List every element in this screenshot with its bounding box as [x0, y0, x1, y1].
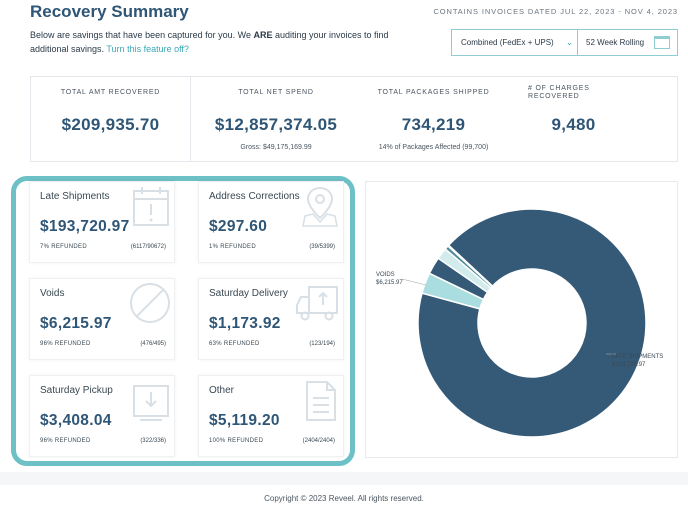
recovery-cards-highlight [11, 176, 355, 466]
stat-total-amt-recovered: TOTAL AMT RECOVERED $209,935.70 [31, 77, 191, 161]
carrier-select[interactable]: Combined (FedEx + UPS) ⌄ [452, 30, 578, 55]
intro-text-pre: Below are savings that have been capture… [30, 30, 254, 40]
stat-charges-recovered: # OF CHARGES RECOVERED 9,480 [506, 77, 677, 161]
page-title: Recovery Summary [30, 2, 189, 21]
card-name: Late Shipments [40, 191, 110, 202]
card-refund-count: (322/336) [140, 438, 166, 444]
card-amount: $3,408.04 [40, 412, 112, 429]
card-saturday-pickup[interactable]: Saturday Pickup $3,408.04 96% REFUNDED (… [29, 375, 175, 457]
card-amount: $297.60 [209, 218, 268, 235]
intro-text-bold: ARE [253, 30, 273, 40]
card-address-corrections[interactable]: Address Corrections $297.60 1% REFUNDED … [198, 181, 344, 263]
turn-off-feature-link[interactable]: Turn this feature off? [106, 44, 189, 54]
calendar-icon [654, 36, 671, 49]
stat-label: TOTAL AMT RECOVERED [60, 89, 161, 96]
card-refund-count: (123/194) [309, 341, 335, 347]
card-name: Saturday Delivery [209, 288, 288, 299]
chart-label-voids-name: VOIDS [376, 272, 395, 278]
stat-value: $209,935.70 [61, 115, 160, 134]
period-select-value: 52 Week Rolling [586, 38, 645, 47]
filter-bar: Combined (FedEx + UPS) ⌄ 52 Week Rolling [451, 29, 678, 56]
void-circle-icon [130, 283, 170, 323]
delivery-truck-icon [296, 286, 338, 321]
stat-subtext: Gross: $49,175,169.99 [240, 144, 312, 151]
card-late-shipments[interactable]: Late Shipments $193,720.97 7% REFUNDED (… [29, 181, 175, 263]
document-icon [306, 381, 336, 421]
chart-label-late-name: LATE SHIPMENTS [612, 354, 663, 360]
chart-label-late-value: $193,720.97 [612, 362, 646, 368]
card-amount: $193,720.97 [40, 218, 130, 235]
card-refund-pct: 96% REFUNDED [40, 438, 91, 444]
donut-chart-svg: VOIDS $6,215.97 LATE SHIPMENTS $193,720.… [376, 208, 663, 438]
card-refund-count: (39/5399) [309, 244, 335, 250]
stat-value: 9,480 [551, 115, 596, 134]
carrier-select-value: Combined (FedEx + UPS) [461, 38, 554, 47]
card-name: Saturday Pickup [40, 385, 113, 396]
card-refund-pct: 1% REFUNDED [209, 244, 256, 250]
calendar-icon [133, 187, 169, 226]
donut-slice-late-shipments[interactable] [417, 208, 647, 438]
stat-label: # OF CHARGES RECOVERED [528, 85, 590, 100]
copyright-footer: Copyright © 2023 Reveel. All rights rese… [264, 494, 424, 503]
card-refund-pct: 7% REFUNDED [40, 244, 87, 250]
card-name: Address Corrections [209, 191, 300, 202]
donut-slice-address-corrections[interactable] [446, 244, 494, 288]
card-refund-count: (476/495) [140, 341, 166, 347]
chart-label-voids-value: $6,215.97 [376, 280, 403, 286]
stat-value: $12,857,374.05 [214, 115, 338, 134]
card-refund-pct: 100% REFUNDED [209, 438, 264, 444]
card-other[interactable]: Other $5,119.20 100% REFUNDED (2404/2404… [198, 375, 344, 457]
card-refund-pct: 63% REFUNDED [209, 341, 260, 347]
card-voids[interactable]: Voids $6,215.97 96% REFUNDED (476/495) [29, 278, 175, 360]
card-refund-pct: 96% REFUNDED [40, 341, 91, 347]
card-name: Other [209, 385, 235, 396]
recovery-donut-chart: VOIDS $6,215.97 LATE SHIPMENTS $193,720.… [365, 181, 678, 458]
intro-text: Below are savings that have been capture… [30, 28, 410, 56]
card-refund-count: (2404/2404) [302, 438, 335, 444]
stat-value: 734,219 [401, 115, 466, 134]
card-amount: $1,173.92 [209, 315, 281, 332]
chevron-down-icon: ⌄ [565, 37, 574, 47]
voids-leader-line [401, 278, 427, 286]
stat-total-packages: TOTAL PACKAGES SHIPPED 734,219 14% of Pa… [361, 77, 506, 161]
stat-total-net-spend: TOTAL NET SPEND $12,857,374.05 Gross: $4… [191, 77, 361, 161]
card-amount: $6,215.97 [40, 315, 112, 332]
period-select[interactable]: 52 Week Rolling [578, 30, 677, 55]
stat-label: TOTAL PACKAGES SHIPPED [377, 89, 490, 96]
footer-band [0, 472, 688, 485]
card-saturday-delivery[interactable]: Saturday Delivery $1,173.92 63% REFUNDED… [198, 278, 344, 360]
card-name: Voids [40, 288, 65, 299]
card-amount: $5,119.20 [209, 412, 280, 429]
stat-label: TOTAL NET SPEND [238, 89, 314, 96]
card-refund-count: (6117/90672) [130, 244, 166, 250]
invoice-date-range: CONTAINS INVOICES DATED JUL 22, 2023 - N… [433, 7, 678, 16]
pickup-box-icon [133, 385, 169, 421]
stat-subtext: 14% of Packages Affected (99,700) [378, 144, 489, 151]
map-pin-icon [302, 186, 338, 227]
summary-stats: TOTAL AMT RECOVERED $209,935.70 TOTAL NE… [30, 76, 678, 162]
intro-text-post: auditing your invoices to find additiona… [30, 30, 389, 54]
